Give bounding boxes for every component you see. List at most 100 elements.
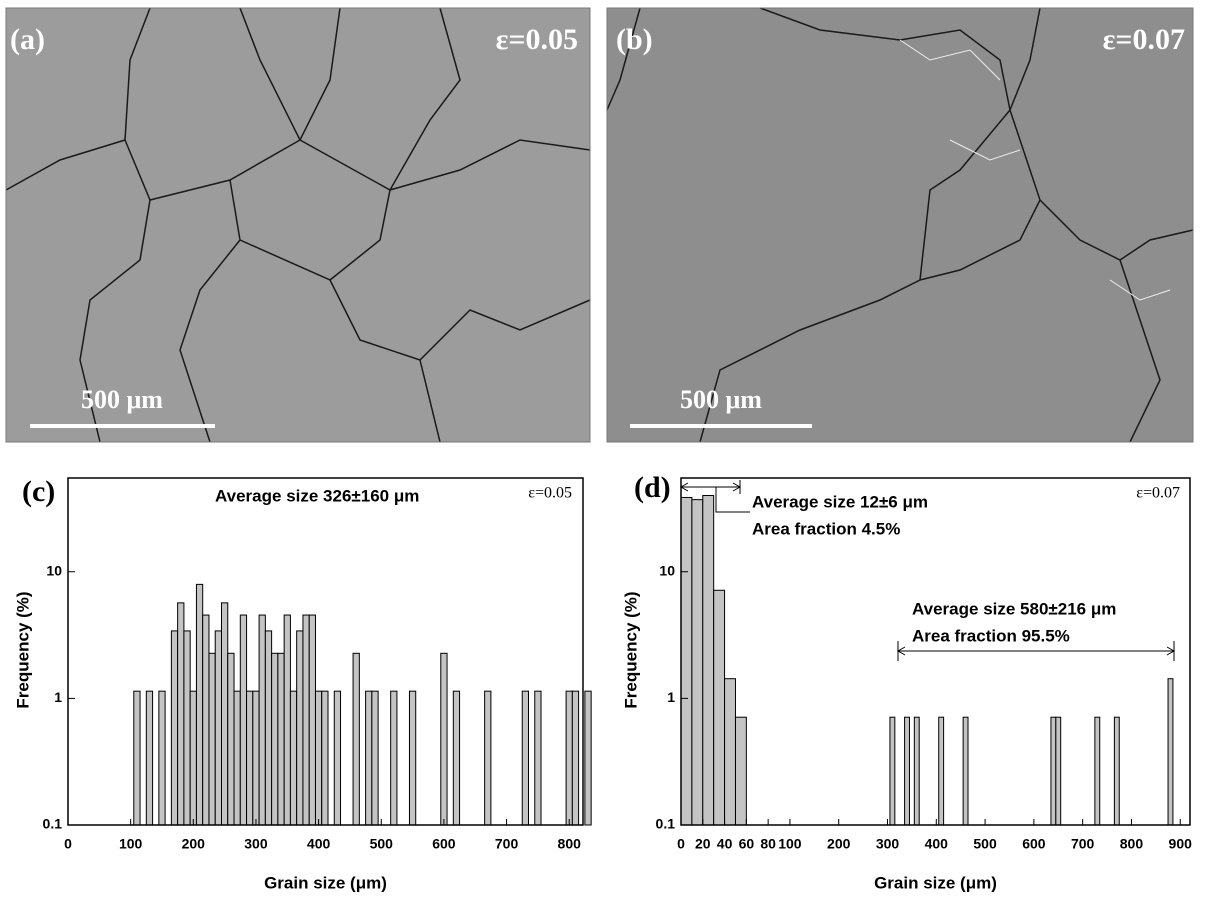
bar bbox=[452, 690, 461, 826]
bar bbox=[565, 690, 573, 826]
x-tick-label: 60 bbox=[739, 836, 755, 852]
bar bbox=[352, 652, 360, 826]
x-tick-label: 400 bbox=[925, 836, 949, 852]
x-tick-label: 800 bbox=[558, 836, 582, 852]
x-tick-label: 500 bbox=[973, 836, 997, 852]
bar bbox=[702, 495, 715, 826]
y-axis-label: Frequency (%) bbox=[13, 591, 32, 708]
bar bbox=[227, 652, 235, 826]
bar bbox=[734, 716, 747, 826]
x-tick-label: 500 bbox=[370, 836, 394, 852]
bar bbox=[713, 589, 726, 826]
bar bbox=[202, 614, 210, 826]
bar bbox=[302, 614, 310, 826]
bar bbox=[521, 690, 529, 826]
bar bbox=[571, 690, 580, 826]
bar bbox=[724, 678, 736, 826]
plot-frame bbox=[67, 477, 584, 826]
x-axis-label: Grain size (μm) bbox=[874, 873, 997, 892]
bar bbox=[889, 716, 896, 826]
bar bbox=[264, 630, 273, 826]
bar bbox=[408, 690, 417, 826]
bar bbox=[239, 614, 248, 826]
x-tick-label: 80 bbox=[760, 836, 776, 852]
annotation: Average size 12±6 μm bbox=[752, 492, 928, 511]
bar bbox=[333, 690, 342, 826]
strain-label: ε=0.07 bbox=[1103, 23, 1185, 56]
bar bbox=[1055, 716, 1062, 826]
x-tick-label: 700 bbox=[1071, 836, 1095, 852]
bar bbox=[440, 652, 448, 826]
bar bbox=[365, 690, 373, 826]
bar bbox=[258, 614, 266, 826]
bar bbox=[390, 690, 398, 826]
x-tick-label: 0 bbox=[64, 836, 72, 852]
x-tick-label: 800 bbox=[1120, 836, 1144, 852]
bar bbox=[170, 630, 179, 826]
bar bbox=[283, 614, 291, 826]
bar bbox=[308, 614, 316, 826]
annotation: Area fraction 4.5% bbox=[752, 519, 900, 538]
bar bbox=[691, 499, 704, 826]
bar bbox=[904, 716, 910, 826]
bar bbox=[296, 630, 304, 826]
x-tick-label: 300 bbox=[876, 836, 900, 852]
bar bbox=[321, 690, 329, 826]
y-tick-label: 1 bbox=[54, 689, 62, 705]
bar bbox=[158, 690, 166, 826]
y-tick-label: 10 bbox=[46, 562, 62, 578]
y-tick-label: 10 bbox=[659, 562, 675, 578]
plot-frame bbox=[680, 477, 1191, 826]
x-tick-label: 20 bbox=[695, 836, 711, 852]
bar bbox=[233, 690, 241, 826]
x-axis-label: Grain size (μm) bbox=[264, 873, 387, 892]
bar bbox=[220, 602, 229, 826]
x-tick-label: 0 bbox=[677, 836, 685, 852]
panel-label: (d) bbox=[634, 471, 671, 504]
y-axis-label: Frequency (%) bbox=[621, 591, 640, 708]
panel-label: (b) bbox=[616, 23, 653, 56]
bar bbox=[938, 716, 945, 826]
annotation: Area fraction 95.5% bbox=[912, 626, 1070, 645]
x-tick-label: 400 bbox=[307, 836, 331, 852]
x-tick-label: 40 bbox=[717, 836, 733, 852]
bar bbox=[195, 583, 204, 826]
bar bbox=[246, 690, 254, 826]
bar bbox=[371, 690, 379, 826]
bar bbox=[314, 690, 323, 826]
micrograph-b bbox=[606, 7, 1194, 443]
x-tick-label: 100 bbox=[778, 836, 802, 852]
bar bbox=[252, 690, 260, 826]
histogram: 0 20 40 60 80 100 200 300 400 500 600 700 800 900 0.1 1… bbox=[621, 471, 1192, 893]
bar bbox=[913, 716, 920, 826]
x-tick-label: 200 bbox=[182, 836, 206, 852]
y-tick-label: 0.1 bbox=[656, 816, 676, 832]
bar bbox=[214, 630, 222, 826]
bar bbox=[133, 690, 141, 826]
bar bbox=[584, 690, 592, 826]
bar bbox=[962, 716, 969, 826]
bar bbox=[1113, 716, 1120, 826]
bar bbox=[680, 496, 693, 826]
bar bbox=[484, 690, 492, 826]
micrograph-a bbox=[5, 7, 591, 443]
strain-label: ε=0.05 bbox=[528, 485, 572, 502]
bar bbox=[145, 690, 154, 826]
bar bbox=[189, 690, 197, 826]
panel-label: (c) bbox=[22, 475, 55, 508]
strain-label: ε=0.05 bbox=[496, 23, 578, 56]
annotation: Average size 326±160 μm bbox=[215, 486, 419, 505]
x-tick-label: 200 bbox=[827, 836, 851, 852]
y-tick-label: 0.1 bbox=[43, 816, 63, 832]
strain-label: ε=0.07 bbox=[1136, 485, 1180, 502]
panel-label: (a) bbox=[10, 23, 45, 56]
x-tick-label: 600 bbox=[432, 836, 456, 852]
bar bbox=[1167, 678, 1174, 826]
scale-bar-label: 500 μm bbox=[81, 385, 163, 414]
x-tick-label: 600 bbox=[1022, 836, 1046, 852]
scale-bar-label: 500 μm bbox=[680, 385, 762, 414]
bar bbox=[208, 652, 216, 826]
bar bbox=[177, 602, 185, 826]
annotation: Average size 580±216 μm bbox=[912, 599, 1116, 618]
